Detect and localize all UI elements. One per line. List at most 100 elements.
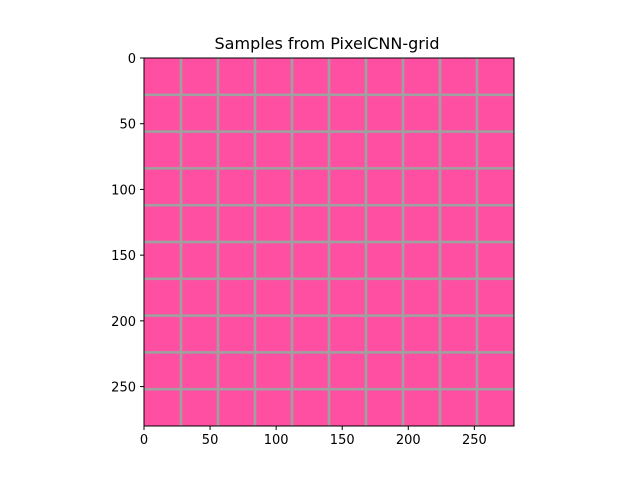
y-tick-label: 150 xyxy=(111,249,136,264)
sample-tile xyxy=(144,390,180,426)
sample-tile xyxy=(144,132,180,168)
y-tick-label: 100 xyxy=(111,183,136,198)
sample-tile xyxy=(182,58,217,94)
sample-tile xyxy=(478,390,514,426)
sample-tile xyxy=(478,96,514,131)
sample-tile xyxy=(404,58,439,94)
sample-tile xyxy=(293,390,328,426)
sample-tile xyxy=(182,96,217,131)
sample-tile xyxy=(293,353,328,388)
sample-tile xyxy=(144,316,180,352)
sample-tile xyxy=(182,280,217,315)
sample-tile xyxy=(144,243,180,278)
sample-tile xyxy=(478,206,514,241)
sample-tile xyxy=(219,243,254,278)
sample-tile xyxy=(256,280,291,315)
sample-tile xyxy=(256,206,291,241)
sample-tile xyxy=(367,169,402,204)
sample-tile xyxy=(182,169,217,204)
sample-tile xyxy=(182,206,217,241)
sample-tile xyxy=(404,280,439,315)
sample-tile xyxy=(256,353,291,388)
sample-tile xyxy=(256,316,291,352)
y-tick-label: 250 xyxy=(111,381,136,396)
sample-tile xyxy=(144,280,180,315)
sample-tile xyxy=(293,206,328,241)
x-tick-label: 150 xyxy=(330,433,355,448)
sample-tile xyxy=(478,280,514,315)
sample-tile xyxy=(144,353,180,388)
sample-tile xyxy=(256,169,291,204)
sample-tile xyxy=(330,96,365,131)
sample-tile xyxy=(144,206,180,241)
y-tick-label: 0 xyxy=(128,52,136,67)
sample-tile xyxy=(182,243,217,278)
sample-tile xyxy=(219,390,254,426)
y-tick-label: 50 xyxy=(119,118,136,133)
sample-tile xyxy=(330,132,365,168)
sample-tile xyxy=(256,58,291,94)
sample-tile xyxy=(219,58,254,94)
sample-tile xyxy=(404,169,439,204)
sample-tile xyxy=(367,353,402,388)
sample-tile xyxy=(219,169,254,204)
sample-tile xyxy=(256,96,291,131)
sample-tile xyxy=(330,58,365,94)
sample-tile xyxy=(256,132,291,168)
sample-tile xyxy=(367,390,402,426)
sample-tile xyxy=(330,169,365,204)
sample-tile xyxy=(219,353,254,388)
x-axis: 0 50 100 150 200 250 xyxy=(140,426,487,448)
chart-title: Samples from PixelCNN-grid xyxy=(215,34,440,53)
sample-tile xyxy=(182,390,217,426)
sample-tile xyxy=(441,206,476,241)
sample-tile xyxy=(404,132,439,168)
sample-tile xyxy=(478,316,514,352)
sample-tile xyxy=(441,169,476,204)
sample-tile xyxy=(182,132,217,168)
sample-tile xyxy=(293,243,328,278)
x-tick-label: 50 xyxy=(202,433,219,448)
sample-tile xyxy=(478,132,514,168)
sample-tile xyxy=(441,243,476,278)
sample-tile xyxy=(330,353,365,388)
sample-tile xyxy=(144,58,180,94)
sample-tile xyxy=(441,96,476,131)
sample-tile xyxy=(404,206,439,241)
sample-tile xyxy=(144,169,180,204)
sample-tile xyxy=(256,243,291,278)
sample-tile xyxy=(478,353,514,388)
sample-tile xyxy=(367,132,402,168)
sample-tile xyxy=(330,390,365,426)
sample-tile xyxy=(367,316,402,352)
sample-tile xyxy=(404,243,439,278)
sample-tile xyxy=(404,353,439,388)
sample-tile xyxy=(367,58,402,94)
y-tick-label: 200 xyxy=(111,315,136,330)
sample-tile xyxy=(478,169,514,204)
x-tick-label: 200 xyxy=(396,433,421,448)
sample-tile xyxy=(293,316,328,352)
sample-tile xyxy=(330,243,365,278)
sample-tile xyxy=(478,243,514,278)
x-tick-label: 100 xyxy=(264,433,289,448)
sample-tile xyxy=(219,316,254,352)
sample-tile xyxy=(256,390,291,426)
sample-tile xyxy=(293,132,328,168)
sample-tile xyxy=(367,280,402,315)
sample-tile xyxy=(330,316,365,352)
axes-frame xyxy=(143,57,515,427)
sample-tile xyxy=(478,58,514,94)
sample-tile xyxy=(404,390,439,426)
x-tick-label: 0 xyxy=(140,433,148,448)
sample-tile xyxy=(441,280,476,315)
sample-tile xyxy=(219,280,254,315)
sample-tile xyxy=(441,58,476,94)
sample-tile xyxy=(182,353,217,388)
sample-tile xyxy=(293,280,328,315)
sample-tile xyxy=(330,280,365,315)
sample-tile xyxy=(293,169,328,204)
sample-tile xyxy=(441,132,476,168)
sample-tile xyxy=(404,316,439,352)
